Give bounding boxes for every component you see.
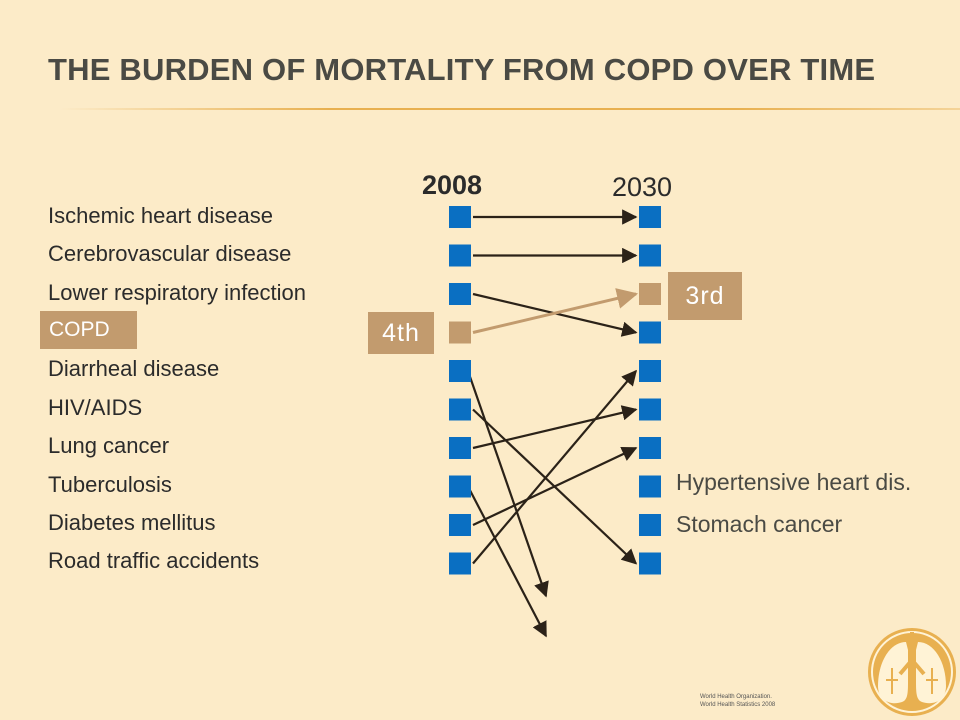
rank-square-2008-3 <box>449 283 471 305</box>
cause-label-tuberculosis: Tuberculosis <box>48 472 172 497</box>
cause-label-cerebrovascular-disease: Cerebrovascular disease <box>48 241 292 266</box>
rank-square-2030-2 <box>639 244 661 267</box>
transition-arrow-diarrheal-disease <box>466 370 549 598</box>
rank-square-2030-9 <box>639 514 661 536</box>
rank-square-2030-3 <box>639 283 661 305</box>
cause-label-ischemic-heart-disease: Ischemic heart disease <box>48 203 273 228</box>
transition-arrow-lung-cancer <box>472 405 638 450</box>
new-cause-stomach-cancer: Stomach cancer <box>676 511 843 537</box>
rank-square-2030-7 <box>639 437 661 459</box>
cause-label-lower-respiratory-infection: Lower respiratory infection <box>48 280 307 305</box>
source-citation: World Health Organization. World Health … <box>700 693 775 709</box>
year-2030-header: 2030 <box>612 172 673 202</box>
lungs-logo <box>868 628 956 716</box>
cause-label-lung-cancer: Lung cancer <box>48 433 170 458</box>
rank-square-2030-4 <box>639 321 661 344</box>
source-line-1: World Health Organization. <box>700 694 772 700</box>
rank-square-2008-7 <box>449 437 471 459</box>
transition-arrow-diabetes-mellitus <box>472 446 638 526</box>
rank-square-2008-9 <box>449 514 471 536</box>
page-title: THE BURDEN OF MORTALITY FROM COPD OVER T… <box>48 52 876 87</box>
transition-arrow-tuberculosis <box>467 485 547 638</box>
rank-square-2030-8 <box>639 475 661 498</box>
rank-square-2008-5 <box>449 360 471 382</box>
transition-arrow-road-traffic-accidents <box>472 369 637 565</box>
copd-rank-2008-badge: 4th <box>368 312 434 354</box>
rank-square-2030-1 <box>639 206 661 228</box>
title-divider <box>60 108 960 110</box>
rank-square-2008-2 <box>449 244 471 267</box>
rank-square-2008-10 <box>449 552 471 575</box>
cause-label-hiv-aids: HIV/AIDS <box>48 395 143 420</box>
cause-label-diarrheal-disease: Diarrheal disease <box>48 356 220 381</box>
rank-square-2008-6 <box>449 398 471 421</box>
rank-square-2008-4 <box>449 321 471 344</box>
cause-label-road-traffic-accidents: Road traffic accidents <box>48 548 260 573</box>
rank-square-2030-6 <box>639 398 661 421</box>
transition-arrow-copd <box>472 288 639 334</box>
copd-rank-2030-badge: 3rd <box>668 272 742 320</box>
rank-square-2030-10 <box>639 552 661 575</box>
rank-square-2008-8 <box>449 475 471 498</box>
source-line-2: World Health Statistics 2008 <box>700 702 776 708</box>
year-2008-header: 2008 <box>422 170 483 200</box>
cause-label-copd: COPD <box>40 311 137 349</box>
rank-square-2030-5 <box>639 360 661 382</box>
rank-square-2008-1 <box>449 206 471 228</box>
new-cause-hypertensive-heart: Hypertensive heart dis. <box>676 469 912 495</box>
cause-label-diabetes-mellitus: Diabetes mellitus <box>48 510 216 535</box>
